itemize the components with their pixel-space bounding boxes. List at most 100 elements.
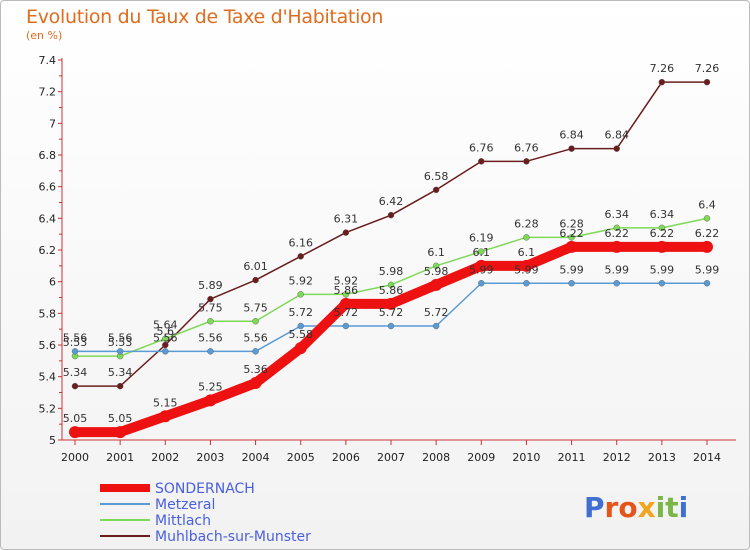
x-tick-label: 2002	[151, 451, 179, 464]
data-point	[478, 248, 485, 255]
data-point	[658, 78, 666, 86]
y-tick-label: 6.8	[39, 149, 57, 162]
data-label: 6.22	[604, 227, 629, 240]
chart-title: Evolution du Taux de Taxe d'Habitation	[26, 6, 384, 28]
data-point	[252, 276, 259, 284]
data-point	[387, 322, 395, 330]
x-tick-label: 2000	[61, 451, 89, 464]
data-point	[565, 240, 578, 253]
x-tick-label: 2012	[603, 451, 631, 464]
data-label: 6.34	[604, 208, 629, 221]
data-point	[475, 259, 488, 272]
y-tick-label: 7.4	[39, 54, 57, 67]
data-label: 5.99	[695, 263, 720, 276]
x-tick-label: 2014	[693, 451, 721, 464]
data-label: 5.64	[153, 319, 178, 332]
data-point	[294, 342, 307, 355]
data-point	[339, 297, 352, 310]
data-label: 5.56	[63, 331, 88, 344]
y-tick-label: 6	[49, 276, 56, 289]
x-tick-label: 2001	[106, 451, 134, 464]
data-point	[162, 341, 169, 349]
data-label: 5.6	[157, 325, 175, 338]
data-label: 5.72	[334, 306, 359, 319]
data-point	[69, 426, 81, 439]
x-tick-label: 2003	[196, 451, 224, 464]
data-point	[385, 297, 397, 310]
data-point	[342, 229, 350, 236]
data-point	[252, 318, 259, 325]
data-label: 5.72	[288, 306, 313, 319]
y-tick-label: 7	[49, 117, 56, 130]
data-point	[432, 262, 440, 270]
data-point	[658, 280, 666, 287]
data-label: 6.58	[424, 170, 449, 183]
data-point	[162, 335, 169, 342]
data-label: 6.84	[559, 129, 584, 142]
y-tick-label: 5.4	[39, 371, 57, 384]
data-label: 5.15	[153, 396, 178, 409]
data-point	[249, 377, 262, 389]
data-label: 5.92	[288, 274, 313, 287]
data-label: 6.22	[695, 227, 720, 240]
data-point	[703, 215, 711, 222]
y-tick-label: 6.2	[39, 244, 57, 257]
data-label: 5.89	[198, 279, 223, 292]
data-label: 5.99	[469, 263, 494, 276]
data-point	[613, 145, 620, 152]
x-tick-label: 2008	[422, 451, 450, 464]
data-point	[159, 410, 172, 423]
data-point	[116, 382, 124, 390]
y-tick-label: 5	[49, 434, 56, 447]
data-label: 5.53	[108, 336, 133, 349]
data-label: 5.75	[243, 301, 268, 314]
data-label: 6.28	[559, 217, 584, 230]
y-tick-label: 5.6	[39, 339, 57, 352]
data-label: 6.42	[379, 195, 404, 208]
data-point	[613, 224, 620, 232]
data-label: 6.31	[334, 213, 359, 226]
proxiti-logo: Proxiti	[584, 491, 688, 524]
legend-item-label: SONDERNACH	[155, 481, 255, 497]
data-label: 5.86	[334, 284, 359, 297]
data-point	[701, 240, 713, 253]
data-point	[432, 322, 440, 330]
data-point	[207, 318, 214, 325]
data-point	[523, 280, 530, 287]
data-label: 5.56	[243, 331, 268, 344]
data-label: 5.56	[153, 331, 178, 344]
data-point	[655, 240, 668, 253]
data-label: 5.05	[108, 412, 133, 425]
legend-item-label: Metzeral	[155, 497, 215, 513]
data-point	[71, 382, 79, 390]
data-label: 5.53	[63, 336, 88, 349]
data-point	[162, 348, 169, 355]
data-point	[523, 158, 530, 165]
x-tick-label: 2006	[332, 451, 360, 464]
data-point	[478, 280, 485, 287]
x-tick-label: 2009	[467, 451, 495, 464]
data-label: 5.56	[108, 331, 133, 344]
legend-item-label: Muhlbach-sur-Munster	[155, 529, 311, 545]
data-point	[297, 291, 304, 298]
data-label: 6.28	[514, 217, 539, 230]
data-point	[342, 291, 350, 298]
data-label: 6.22	[650, 227, 675, 240]
data-label: 5.99	[604, 263, 629, 276]
data-label: 5.25	[198, 380, 223, 393]
data-label: 6.34	[650, 208, 675, 221]
data-point	[207, 295, 214, 303]
x-tick-label: 2013	[648, 451, 676, 464]
data-point	[523, 234, 530, 241]
y-tick-label: 5.2	[39, 402, 57, 415]
data-label: 6.1	[427, 246, 445, 259]
chart-subtitle: (en %)	[26, 29, 63, 42]
legend-item-label: Mittlach	[155, 513, 211, 529]
data-label: 6.19	[469, 232, 494, 245]
data-label: 6.84	[604, 129, 629, 142]
data-label: 5.86	[379, 284, 404, 297]
data-label: 6.16	[288, 236, 313, 249]
data-label: 5.58	[288, 328, 313, 341]
